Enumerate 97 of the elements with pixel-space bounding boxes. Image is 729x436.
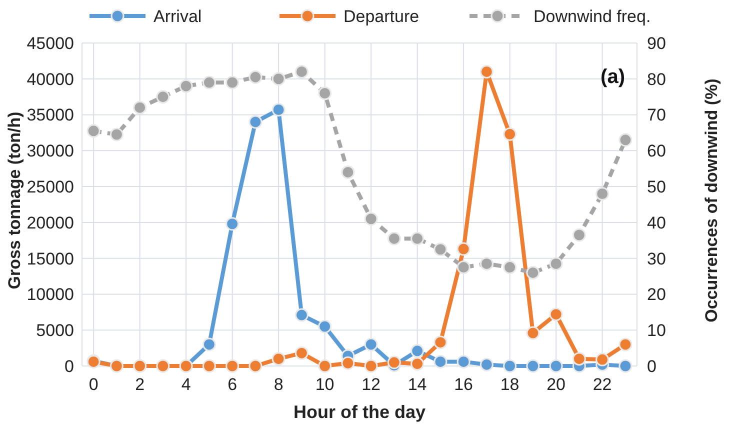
- point: [179, 79, 193, 93]
- x-tick-label: 4: [181, 375, 191, 394]
- point: [156, 90, 170, 104]
- point: [526, 359, 540, 373]
- y-tick-label: 0: [64, 356, 74, 376]
- y2-tick-label: 90: [647, 34, 666, 53]
- y2-axis-title: Occurrences of downwind (%): [702, 78, 721, 322]
- x-tick-label: 18: [500, 375, 520, 394]
- point: [434, 242, 448, 256]
- x-tick-label: 16: [454, 375, 474, 394]
- y2-tick-label: 0: [647, 356, 656, 376]
- point: [364, 212, 378, 226]
- x-tick-label: 10: [315, 375, 334, 394]
- y2-tick-label: 30: [647, 249, 666, 268]
- point: [456, 242, 470, 256]
- y-tick-label: 45000: [26, 34, 74, 53]
- point: [596, 352, 610, 366]
- point: [618, 359, 632, 373]
- y-tick-label: 20000: [26, 213, 74, 232]
- point: [456, 354, 470, 368]
- point: [572, 228, 586, 242]
- y2-tick-label: 50: [647, 178, 666, 197]
- point: [318, 86, 332, 100]
- point: [226, 217, 240, 231]
- point: [503, 127, 517, 141]
- point: [202, 338, 216, 352]
- point: [503, 359, 517, 373]
- point: [318, 359, 332, 373]
- point: [248, 70, 262, 84]
- point: [341, 165, 355, 179]
- point: [133, 100, 147, 114]
- legend-label: Downwind freq.: [534, 6, 651, 26]
- point: [294, 64, 308, 78]
- y2-tick-label: 70: [647, 106, 666, 125]
- point: [526, 326, 540, 340]
- point: [202, 76, 216, 90]
- x-tick-label: 14: [408, 375, 427, 394]
- point: [248, 359, 262, 373]
- point: [341, 356, 355, 370]
- point: [387, 356, 401, 370]
- y2-tick-label: 20: [647, 285, 666, 304]
- y-tick-label: 5000: [36, 321, 74, 340]
- point: [596, 186, 610, 200]
- point: [272, 352, 286, 366]
- point: [434, 354, 448, 368]
- point: [387, 232, 401, 246]
- x-tick-label: 2: [135, 375, 145, 394]
- point: [86, 124, 100, 138]
- point: [456, 260, 470, 274]
- point: [202, 359, 216, 373]
- y-tick-label: 25000: [26, 178, 74, 197]
- point: [226, 359, 240, 373]
- point: [480, 64, 494, 78]
- y-axis-title: Gross tonnage (ton/h): [5, 112, 24, 290]
- point: [503, 260, 517, 274]
- point: [549, 256, 563, 270]
- point: [410, 357, 424, 371]
- x-tick-label: 20: [546, 375, 566, 394]
- point: [410, 232, 424, 246]
- x-tick-label: 6: [228, 375, 238, 394]
- x-axis-title: Hour of the day: [293, 402, 426, 422]
- point: [364, 359, 378, 373]
- x-tick-label: 22: [592, 375, 612, 394]
- y-tick-label: 30000: [26, 142, 74, 161]
- point: [294, 346, 308, 360]
- y-tick-label: 10000: [26, 285, 74, 304]
- y-tick-label: 35000: [26, 106, 74, 125]
- point: [410, 344, 424, 358]
- point: [549, 359, 563, 373]
- point: [294, 308, 308, 322]
- y-tick-label: 40000: [26, 70, 74, 89]
- point: [272, 103, 286, 117]
- point: [618, 338, 632, 352]
- point: [618, 133, 632, 147]
- point: [248, 115, 262, 129]
- y2-tick-label: 80: [647, 70, 666, 89]
- point: [364, 338, 378, 352]
- point: [318, 320, 332, 334]
- x-tick-label: 0: [88, 375, 98, 394]
- point: [480, 358, 494, 372]
- y2-tick-label: 40: [647, 213, 666, 232]
- point: [572, 352, 586, 366]
- point: [480, 256, 494, 270]
- point: [526, 266, 540, 280]
- legend-label: Departure: [344, 6, 420, 26]
- point: [272, 72, 286, 86]
- y2-tick-label: 10: [647, 321, 666, 340]
- point: [226, 76, 240, 90]
- point: [549, 308, 563, 322]
- point: [434, 336, 448, 350]
- y-tick-label: 15000: [26, 249, 74, 268]
- x-tick-label: 8: [274, 375, 284, 394]
- point: [110, 128, 124, 142]
- annotation: (a): [600, 66, 625, 88]
- x-tick-label: 12: [362, 375, 381, 394]
- y2-tick-label: 60: [647, 142, 666, 161]
- legend-label: Arrival: [154, 6, 202, 26]
